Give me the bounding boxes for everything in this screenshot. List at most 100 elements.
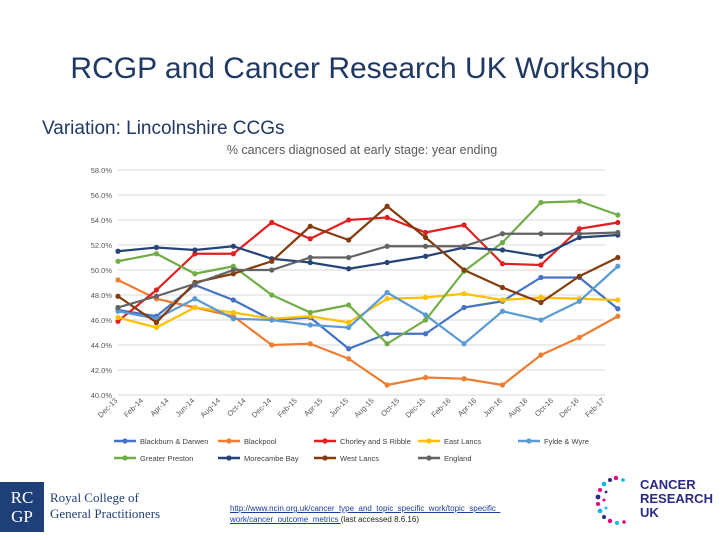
x-tick-label: Oct-14 [225,396,247,418]
series-line [117,200,619,345]
data-point [192,281,198,287]
data-point [461,222,467,228]
y-tick-label: 56.0% [91,191,113,200]
data-point [192,296,198,302]
legend-label: East Lancs [444,437,481,446]
data-point [422,317,429,323]
data-point [538,294,544,301]
x-tick-label: Apr-16 [456,396,478,418]
series-blackpool [115,277,621,388]
y-tick-label: 50.0% [91,266,113,275]
y-tick-label: 48.0% [91,291,113,300]
data-point [615,306,621,312]
data-point [269,292,275,298]
data-point [461,376,467,382]
reference-link-line1: http://www.ncin.org.uk/cancer_type_and_t… [230,504,501,513]
data-point [384,203,390,209]
data-point [422,234,429,241]
legend-swatch-marker [426,438,432,444]
legend-swatch-marker [122,455,128,461]
data-point [615,229,621,236]
data-point [153,324,160,331]
x-tick-label: Feb-14 [122,396,145,419]
data-point [461,291,467,297]
data-point [307,254,313,261]
data-point [461,304,467,311]
data-point [461,267,467,273]
data-point [384,331,390,337]
data-point [115,293,121,299]
cruk-line2: RESEARCH [640,491,713,506]
legend-item: Blackpool [218,437,277,446]
chart-legend: Blackburn & Darwen Blackpool Chorley and S… [114,437,589,463]
data-point [307,322,313,328]
legend-swatch-marker [322,438,328,444]
x-tick-label: Jun-15 [328,396,351,419]
data-point [269,258,275,264]
data-point [499,261,506,267]
cruk-line1: CANCER [640,477,696,492]
legend-swatch-marker [322,455,328,461]
data-point [461,243,467,249]
data-point [538,253,544,259]
data-point [499,231,506,237]
data-point [269,219,275,226]
data-point [153,319,160,326]
data-point [499,239,506,246]
y-tick-label: 46.0% [91,316,113,325]
legend-item: Blackburn & Darwen [114,437,208,446]
data-point [346,319,352,326]
data-point [422,229,429,236]
data-point [192,251,198,257]
x-tick-label: Feb-17 [583,396,606,419]
y-tick-label: 44.0% [91,341,113,350]
line-chart: % cancers diagnosed at early stage: year… [91,143,621,463]
data-point [499,297,506,303]
data-point [153,287,160,293]
data-point [346,254,352,261]
legend-label: Morecambe Bay [244,454,299,463]
legend-item: England [418,454,472,463]
series-morecambe-bay [115,232,621,272]
rcgp-name: Royal College of General Practitioners [50,490,160,522]
x-tick-label: Feb-15 [276,396,299,419]
y-tick-label: 58.0% [91,166,113,175]
x-tick-label: Aug-14 [198,396,221,419]
chart-title: % cancers diagnosed at early stage: year… [227,143,497,157]
data-point [307,341,313,347]
legend-swatch-marker [526,438,532,444]
data-point [307,259,313,266]
slide-subtitle: Variation: Lincolnshire CCGs [42,118,285,139]
reference-accessed: (last accessed 8.6.16) [340,515,419,524]
data-point [615,254,621,261]
data-point [307,313,313,319]
legend-label: West Lancs [340,454,379,463]
data-point [384,341,390,347]
legend-item: Chorley and S Ribble [314,437,411,446]
data-point [153,251,160,257]
series-line [117,231,618,309]
data-point [346,266,352,272]
y-tick-label: 52.0% [91,241,113,250]
legend-label: Greater Preston [140,454,193,463]
reference-link[interactable]: http://www.ncin.org.uk/cancer_type_and_t… [230,504,500,524]
data-point [615,263,621,269]
legend-item: East Lancs [418,437,481,446]
data-point [346,324,352,331]
series-line [117,233,618,270]
data-point [422,253,429,259]
data-point [269,317,275,323]
data-point [499,284,506,291]
data-point [230,243,236,249]
data-point [115,308,121,314]
data-point [384,382,390,388]
x-tick-label: Aug-16 [506,396,529,419]
rcgp-logo: RC GP Royal College of General Practitio… [0,482,175,532]
legend-swatch-marker [122,438,128,444]
data-point [538,299,544,306]
data-point [346,302,352,308]
data-point [346,237,352,243]
data-point [115,304,121,311]
x-axis: Dec-13 Feb-14 Apr-14 Jun-14 Aug-14 Oct-14 Dec-… [96,396,606,419]
data-point [576,231,582,237]
